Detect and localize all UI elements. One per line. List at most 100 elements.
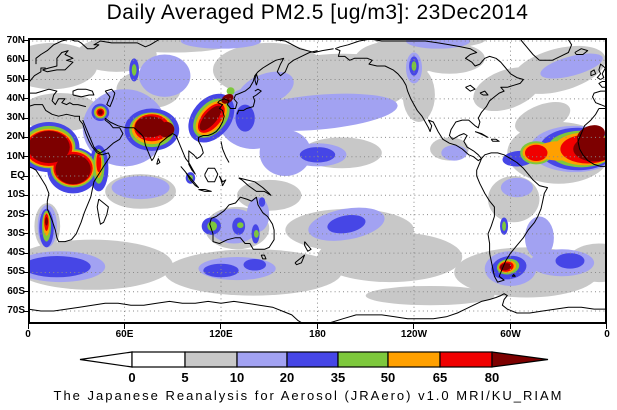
lat-tick-label: 10S [7, 189, 25, 201]
lat-tick-label: 70N [6, 34, 25, 46]
coastline [476, 152, 548, 283]
field-contour [19, 93, 101, 132]
map-canvas [7, 27, 617, 327]
coastline [220, 141, 230, 163]
coastline [590, 69, 597, 77]
coastline [104, 50, 318, 175]
coastline [198, 189, 212, 192]
coastline [96, 198, 109, 225]
lat-tick-label: 50S [7, 266, 25, 278]
world-map-plot [7, 27, 617, 327]
colorbar-segment [184, 351, 238, 368]
field-contour [199, 105, 222, 131]
lat-tick [23, 98, 28, 100]
coastline [574, 48, 589, 55]
coastline [27, 104, 98, 154]
lat-tick [23, 310, 28, 312]
field-contour [134, 116, 166, 138]
lat-tick [23, 233, 28, 235]
colorbar-under-arrow [79, 351, 133, 368]
lon-tick-label: 120E [209, 329, 233, 340]
field-contour [441, 145, 468, 161]
lon-tick [220, 324, 222, 329]
field-contour [226, 87, 235, 95]
lat-tick [23, 194, 28, 196]
field-contour [502, 221, 506, 231]
colorbar-tick-label: 0 [128, 370, 135, 385]
lat-tick [23, 214, 28, 216]
lat-tick-label: 50N [6, 73, 25, 85]
field-contour [411, 61, 417, 71]
field-contour [23, 256, 91, 278]
coastline [596, 63, 606, 80]
lat-tick [23, 40, 28, 42]
colorbar: 0 5 10 20 35 50 65 80 [79, 351, 549, 385]
lat-tick-label: 10N [6, 150, 25, 162]
field-contour [45, 217, 48, 226]
colorbar-tick-label: 5 [181, 370, 188, 385]
field-contour [235, 104, 255, 132]
lon-tick [27, 324, 29, 329]
lon-tick [606, 324, 608, 329]
colorbar-tick-label: 80 [485, 370, 499, 385]
lon-tick-label: 180 [309, 329, 326, 340]
lat-tick-label: 40S [7, 247, 25, 259]
lon-tick-label: 60W [500, 329, 521, 340]
lat-tick-label: 60N [6, 54, 25, 66]
coastline [238, 177, 272, 196]
colorbar-tick-label: 35 [331, 370, 345, 385]
coastline [479, 90, 489, 96]
field-contour [365, 285, 495, 306]
field-contour [555, 253, 585, 269]
caption: The Japanese Reanalysis for Aerosol (JRA… [53, 388, 564, 403]
coastline [28, 88, 87, 108]
field-contour [158, 121, 175, 138]
coastline [104, 88, 116, 108]
lat-tick [23, 291, 28, 293]
coastline [592, 90, 607, 108]
colorbar-segment [236, 351, 288, 368]
lat-tick [23, 252, 28, 254]
field-contour [405, 33, 471, 49]
field-contour [111, 176, 170, 200]
lat-tick-label: 20S [7, 208, 25, 220]
coastline [511, 273, 516, 277]
coastline [490, 138, 500, 142]
field-contour [259, 129, 312, 176]
coastline [335, 38, 524, 162]
field-contour [221, 93, 234, 104]
coastline [236, 88, 262, 115]
lat-tick [23, 79, 28, 81]
coastline [317, 293, 607, 327]
lon-tick-label: 60E [115, 329, 134, 340]
field-contour [238, 71, 294, 107]
lon-tick [413, 324, 415, 329]
lat-tick-label: EQ [10, 170, 25, 181]
field-contour [131, 64, 137, 76]
coastline [27, 152, 111, 243]
lon-tick-label: 0 [25, 329, 31, 340]
field-contour [515, 102, 571, 135]
lat-tick [23, 117, 28, 119]
coastline [209, 196, 275, 250]
field-contour [97, 109, 103, 115]
coastline [577, 108, 607, 167]
lat-tick-label: 70S [7, 305, 25, 317]
colorbar-segment [387, 351, 441, 368]
coastline [82, 118, 124, 154]
field-contour [207, 221, 217, 231]
colorbar-tick-label: 10 [230, 370, 244, 385]
coastline [156, 158, 161, 165]
coastline [598, 81, 607, 88]
lat-tick-label: 30S [7, 227, 25, 239]
lat-tick-label: 60S [7, 285, 25, 297]
coastline [465, 84, 476, 92]
colorbar-tick-label: 50 [381, 370, 395, 385]
map-frame [28, 38, 607, 324]
field-contour [299, 147, 336, 163]
coastline [72, 88, 95, 98]
colorbar-tick-label: 65 [433, 370, 447, 385]
lon-tick [316, 324, 318, 329]
colorbar-segment [286, 351, 339, 368]
